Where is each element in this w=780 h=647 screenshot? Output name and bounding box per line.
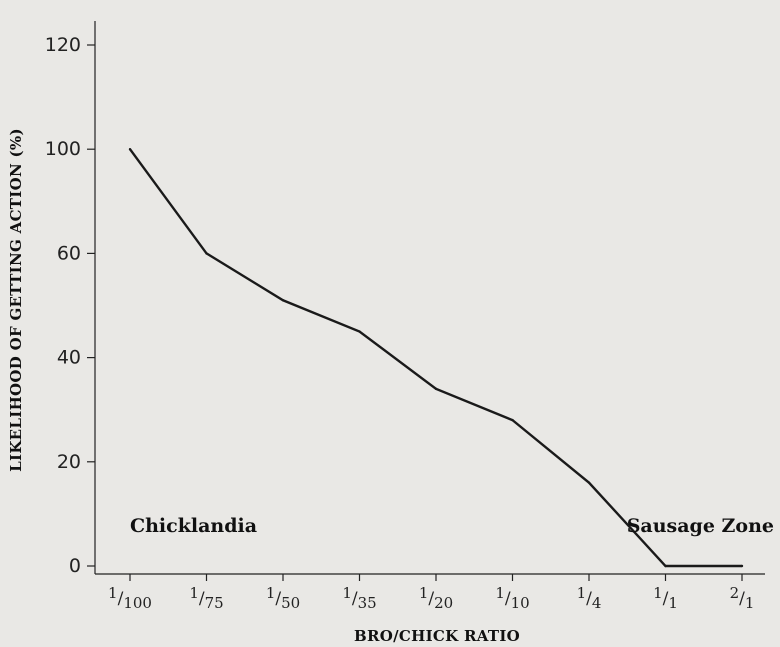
x-tick-label: 1/20 [419,584,453,612]
data-point [587,481,591,484]
y-tick-label: 120 [45,34,81,56]
data-point [740,564,744,568]
axes [94,21,765,575]
series [128,148,744,568]
annotation-label: Sausage Zone [627,515,774,537]
y-axis-title: LIKELIHOOD OF GETTING ACTION (%) [7,128,25,472]
y-tick-label: 40 [57,347,81,369]
x-tick-label: 1/50 [266,584,300,612]
x-axis-title: BRO/CHICK RATIO [354,627,520,645]
data-point [358,330,361,333]
data-point [128,148,132,151]
y-tick-label: 0 [69,555,81,577]
x-tick-label: 1/4 [577,584,602,612]
x-tick-label: 1/35 [342,584,376,612]
data-point [511,418,514,422]
y-tick-label: 20 [57,451,81,473]
series-line [129,148,742,568]
x-tick-label: 1/1 [653,584,678,612]
data-point [205,252,208,255]
data-point [664,564,667,568]
x-tick-label: 1/10 [495,584,529,612]
labels: Chicklandia Sausage Zone BRO/CHICK RATIO LI… [7,128,774,645]
y-tick-label: 60 [57,242,81,264]
data-point [434,387,438,391]
data-point [281,299,285,302]
y-tick-label: 100 [45,138,81,160]
x-tick-label: 1/75 [189,584,223,612]
ticks: 120 100 60 40 20 0 1/100 1/75 1/50 1/35 1/20 1/10 1/… [45,34,755,612]
x-tick-label: 1/100 [108,584,152,612]
x-tick-label: 2/1 [730,584,755,612]
annotation-label: Chicklandia [130,515,257,537]
